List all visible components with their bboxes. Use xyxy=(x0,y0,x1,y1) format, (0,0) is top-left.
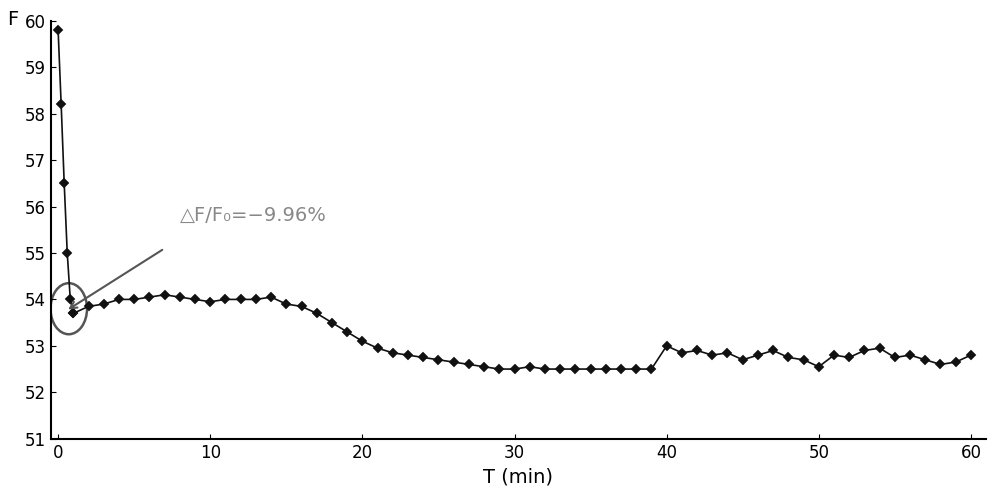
Text: △F/F₀=−9.96%: △F/F₀=−9.96% xyxy=(180,206,327,226)
X-axis label: T (min): T (min) xyxy=(483,467,553,486)
Y-axis label: F: F xyxy=(7,10,19,29)
